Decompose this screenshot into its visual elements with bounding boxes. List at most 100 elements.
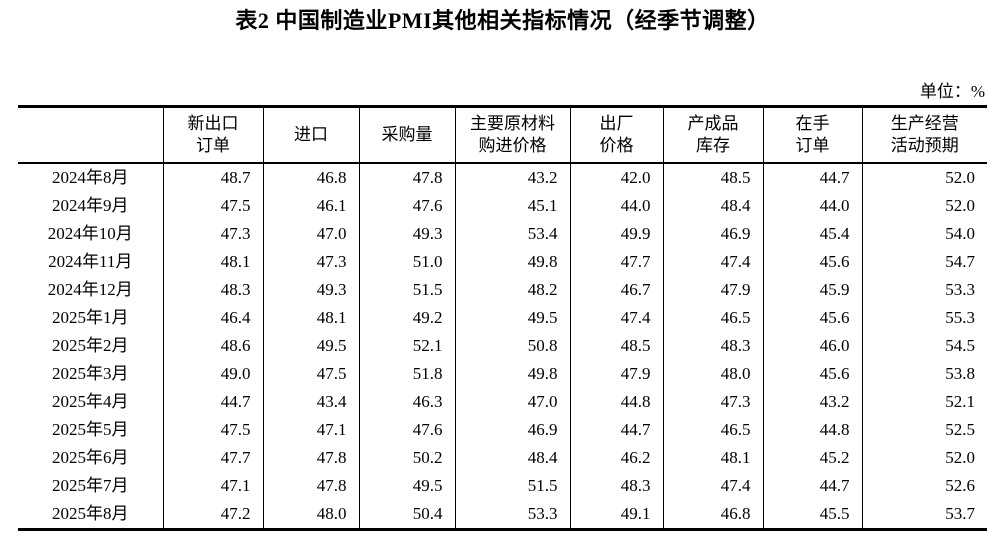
data-cell: 47.8 (262, 444, 359, 472)
data-cell: 46.7 (569, 276, 663, 304)
data-cell: 44.0 (569, 192, 663, 220)
data-cell: 54.0 (861, 220, 987, 248)
data-cell: 47.7 (569, 248, 663, 276)
table-row: 2024年12月 48.3 49.3 51.5 48.2 46.7 47.9 45.9 53.3 (18, 276, 987, 304)
data-cell: 50.8 (454, 332, 570, 360)
data-cell: 48.4 (454, 444, 570, 472)
data-cell: 52.0 (861, 192, 987, 220)
data-cell: 46.5 (662, 304, 763, 332)
data-cell: 46.5 (662, 416, 763, 444)
row-label: 2025年4月 (52, 392, 129, 411)
data-cell: 47.5 (262, 360, 359, 388)
row-label: 2025年6月 (52, 448, 129, 467)
data-cell: 47.7 (162, 444, 263, 472)
data-cell: 51.8 (358, 360, 455, 388)
data-cell: 48.3 (162, 276, 263, 304)
row-label: 2024年11月 (48, 252, 133, 271)
data-cell: 53.3 (454, 500, 570, 530)
column-header-cell: 新出口 订单 (162, 106, 263, 164)
data-cell: 49.9 (569, 220, 663, 248)
data-cell: 48.5 (662, 163, 763, 192)
data-cell: 44.8 (762, 416, 862, 444)
data-cell: 47.8 (262, 472, 359, 500)
data-cell: 53.7 (861, 500, 987, 530)
row-label: 2024年8月 (52, 168, 129, 187)
data-cell: 47.3 (262, 248, 359, 276)
data-cell: 47.2 (162, 500, 263, 530)
data-cell: 47.0 (262, 220, 359, 248)
data-cell: 45.2 (762, 444, 862, 472)
pmi-data-table: 新出口 订单 进口 采购量 主要原材料 购进价格 出厂 价格 产成品 库存 在手 订单 生产经… (18, 105, 987, 531)
table-row: 2025年3月 49.0 47.5 51.8 49.8 47.9 48.0 45.6 53.8 (18, 360, 987, 388)
row-label: 2025年2月 (52, 336, 129, 355)
row-label: 2025年1月 (52, 308, 129, 327)
corner-header-cell (18, 106, 163, 164)
data-cell: 46.0 (762, 332, 862, 360)
table-row: 2025年1月 46.4 48.1 49.2 49.5 47.4 46.5 45.6 55.3 (18, 304, 987, 332)
data-cell: 47.4 (662, 248, 763, 276)
table-header-row: 新出口 订单 进口 采购量 主要原材料 购进价格 出厂 价格 产成品 库存 在手 订单 生产经… (18, 106, 987, 164)
data-cell: 52.5 (861, 416, 987, 444)
data-cell: 48.6 (162, 332, 263, 360)
data-cell: 45.6 (762, 248, 862, 276)
table-body: 2024年8月 48.7 46.8 47.8 43.2 42.0 48.5 44.7 52.0 2… (18, 163, 987, 530)
data-cell: 53.4 (454, 220, 570, 248)
column-header-cell: 生产经营 活动预期 (861, 106, 987, 164)
table-row: 2025年4月 44.7 43.4 46.3 47.0 44.8 47.3 43.2 52.1 (18, 388, 987, 416)
data-cell: 47.1 (162, 472, 263, 500)
data-cell: 43.4 (262, 388, 359, 416)
data-cell: 49.2 (358, 304, 455, 332)
table-row: 2024年11月 48.1 47.3 51.0 49.8 47.7 47.4 45.6 54.7 (18, 248, 987, 276)
row-label: 2024年10月 (47, 224, 133, 243)
data-cell: 49.0 (162, 360, 263, 388)
column-header-cell: 进口 (262, 106, 359, 164)
data-cell: 46.8 (262, 163, 359, 192)
row-label: 2024年12月 (47, 280, 133, 299)
data-cell: 45.6 (762, 304, 862, 332)
column-header-cell: 采购量 (358, 106, 455, 164)
column-header-cell: 主要原材料 购进价格 (454, 106, 570, 164)
data-cell: 48.1 (162, 248, 263, 276)
table-row: 2024年9月 47.5 46.1 47.6 45.1 44.0 48.4 44.0 52.0 (18, 192, 987, 220)
row-label: 2024年9月 (52, 196, 129, 215)
data-cell: 51.0 (358, 248, 455, 276)
row-label: 2025年7月 (52, 476, 129, 495)
column-header-cell: 在手 订单 (762, 106, 862, 164)
table-row: 2025年8月 47.2 48.0 50.4 53.3 49.1 46.8 45.5 53.7 (18, 500, 987, 530)
data-cell: 46.4 (162, 304, 263, 332)
data-cell: 44.7 (569, 416, 663, 444)
data-cell: 47.6 (358, 192, 455, 220)
data-cell: 44.7 (762, 163, 862, 192)
data-cell: 47.3 (662, 388, 763, 416)
data-cell: 48.1 (262, 304, 359, 332)
table-row: 2025年7月 47.1 47.8 49.5 51.5 48.3 47.4 44.7 52.6 (18, 472, 987, 500)
data-cell: 46.9 (662, 220, 763, 248)
data-cell: 47.3 (162, 220, 263, 248)
data-cell: 46.8 (662, 500, 763, 530)
data-cell: 48.0 (262, 500, 359, 530)
table-row: 2025年6月 47.7 47.8 50.2 48.4 46.2 48.1 45.2 52.0 (18, 444, 987, 472)
data-cell: 47.4 (662, 472, 763, 500)
data-cell: 46.2 (569, 444, 663, 472)
data-cell: 47.5 (162, 416, 263, 444)
data-cell: 46.9 (454, 416, 570, 444)
row-label: 2025年3月 (52, 364, 129, 383)
data-cell: 48.3 (569, 472, 663, 500)
data-cell: 47.9 (662, 276, 763, 304)
data-cell: 47.5 (162, 192, 263, 220)
data-cell: 47.8 (358, 163, 455, 192)
data-cell: 44.8 (569, 388, 663, 416)
data-cell: 48.1 (662, 444, 763, 472)
data-cell: 48.0 (662, 360, 763, 388)
data-cell: 52.1 (358, 332, 455, 360)
table-title: 表2 中国制造业PMI其他相关指标情况（经季节调整） (235, 8, 770, 33)
data-cell: 51.5 (358, 276, 455, 304)
data-cell: 48.5 (569, 332, 663, 360)
unit-label: 单位：% (919, 82, 985, 101)
data-cell: 45.5 (762, 500, 862, 530)
table-header: 新出口 订单 进口 采购量 主要原材料 购进价格 出厂 价格 产成品 库存 在手 订单 生产经… (18, 106, 987, 164)
data-cell: 46.3 (358, 388, 455, 416)
data-cell: 48.3 (662, 332, 763, 360)
column-header-cell: 产成品 库存 (662, 106, 763, 164)
